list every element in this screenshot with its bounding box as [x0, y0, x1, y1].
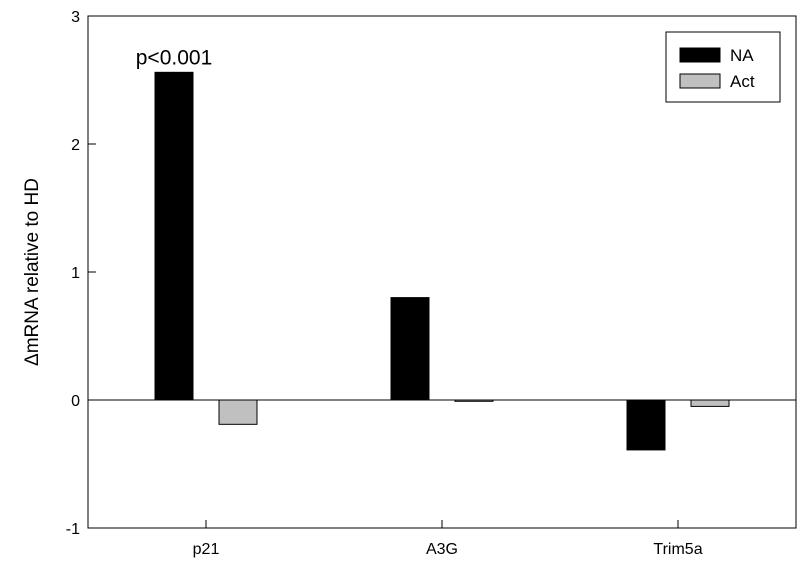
x-tick-label: p21: [193, 541, 220, 558]
y-tick-label: 0: [71, 393, 80, 410]
y-axis-title: ΔmRNA relative to HD: [22, 178, 43, 366]
y-axis-ticks: -1 0 1 2 3: [66, 9, 96, 538]
y-tick-label: 3: [71, 9, 80, 26]
annotations-group: p<0.001: [136, 46, 213, 69]
bar-na-p21: [154, 71, 194, 401]
significance-annotation: p<0.001: [136, 46, 213, 69]
legend-swatch-act: [679, 73, 721, 89]
x-tick-label: A3G: [426, 541, 458, 558]
bar-act-p21: [218, 399, 258, 425]
legend-box: [665, 31, 781, 103]
y-tick-label: 1: [71, 265, 80, 282]
x-axis-ticks: p21 A3G Trim5a: [193, 520, 703, 558]
legend-label: Act: [730, 72, 755, 91]
bar-na-trim5a: [626, 399, 666, 451]
legend: NA Act: [665, 31, 781, 103]
y-tick-label: 2: [71, 137, 80, 154]
bar-na-a3g: [390, 297, 430, 401]
legend-label: NA: [730, 46, 754, 65]
x-tick-label: Trim5a: [653, 541, 702, 558]
bars-group: [154, 71, 730, 451]
y-tick-label: -1: [66, 521, 80, 538]
legend-swatch-na: [679, 47, 721, 63]
bar-act-trim5a: [690, 399, 730, 407]
